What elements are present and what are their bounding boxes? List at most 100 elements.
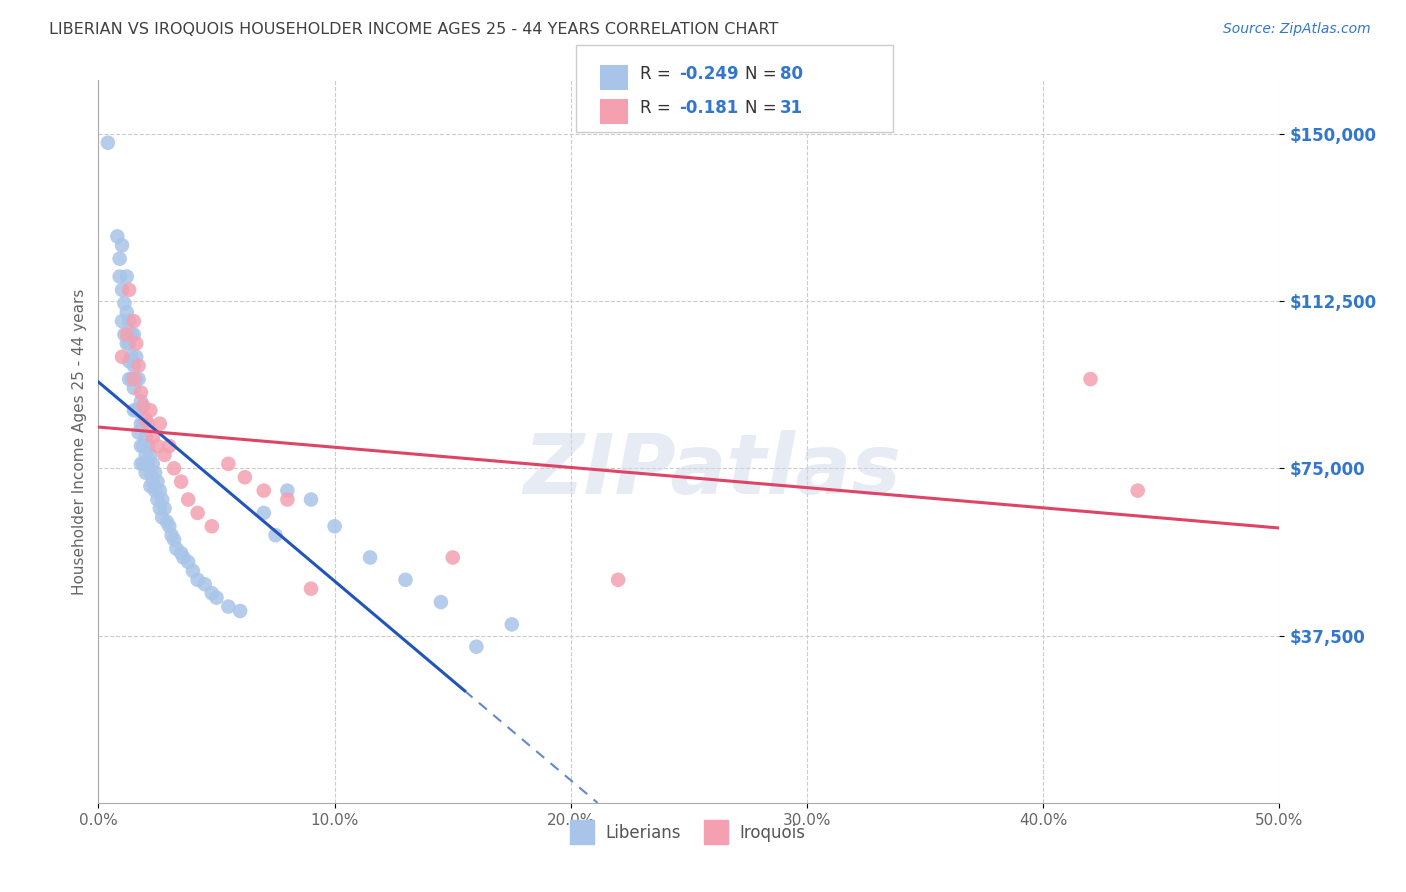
Point — [139, 479, 162, 493]
Point — [118, 372, 141, 386]
Point — [115, 336, 138, 351]
Point — [177, 492, 200, 507]
Point — [299, 582, 322, 596]
Point — [118, 354, 141, 368]
Legend: Liberians, Iroquois: Liberians, Iroquois — [565, 817, 813, 848]
Point — [136, 417, 159, 431]
Text: LIBERIAN VS IROQUOIS HOUSEHOLDER INCOME AGES 25 - 44 YEARS CORRELATION CHART: LIBERIAN VS IROQUOIS HOUSEHOLDER INCOME … — [49, 22, 779, 37]
Point — [129, 417, 152, 431]
Point — [143, 466, 166, 480]
Point — [108, 269, 131, 284]
Point — [187, 506, 209, 520]
Text: N =: N = — [745, 99, 782, 117]
Point — [264, 528, 287, 542]
Point — [132, 399, 155, 413]
Point — [135, 448, 157, 462]
Point — [128, 425, 150, 440]
Point — [111, 238, 134, 252]
Point — [157, 519, 180, 533]
Text: R =: R = — [640, 99, 676, 117]
Point — [129, 457, 152, 471]
Point — [128, 359, 150, 373]
Point — [149, 483, 172, 498]
Point — [187, 573, 209, 587]
Point — [139, 448, 162, 462]
Point — [150, 510, 173, 524]
Point — [112, 296, 135, 310]
Point — [217, 599, 239, 614]
Point — [132, 457, 155, 471]
Point — [153, 501, 176, 516]
Point — [139, 403, 162, 417]
Point — [253, 483, 276, 498]
Point — [142, 475, 165, 489]
Point — [165, 541, 187, 556]
Point — [122, 403, 145, 417]
Point — [170, 546, 193, 560]
Point — [135, 412, 157, 426]
Point — [430, 595, 453, 609]
Point — [125, 350, 148, 364]
Point — [201, 519, 224, 533]
Text: 31: 31 — [780, 99, 803, 117]
Point — [163, 533, 186, 547]
Text: R =: R = — [640, 65, 676, 83]
Point — [111, 350, 134, 364]
Point — [150, 492, 173, 507]
Point — [122, 381, 145, 395]
Point — [157, 439, 180, 453]
Point — [163, 461, 186, 475]
Point — [149, 417, 172, 431]
Point — [129, 394, 152, 409]
Point — [122, 372, 145, 386]
Point — [111, 283, 134, 297]
Point — [146, 475, 169, 489]
Point — [143, 483, 166, 498]
Point — [160, 528, 183, 542]
Point — [105, 229, 128, 244]
Point — [607, 573, 630, 587]
Point — [125, 372, 148, 386]
Text: N =: N = — [745, 65, 782, 83]
Text: -0.249: -0.249 — [679, 65, 738, 83]
Point — [229, 604, 252, 618]
Point — [132, 417, 155, 431]
Point — [128, 372, 150, 386]
Point — [129, 385, 152, 400]
Point — [149, 501, 172, 516]
Point — [125, 403, 148, 417]
Y-axis label: Householder Income Ages 25 - 44 years: Householder Income Ages 25 - 44 years — [72, 288, 87, 595]
Point — [111, 314, 134, 328]
Point — [217, 457, 239, 471]
Point — [142, 457, 165, 471]
Point — [115, 327, 138, 342]
Point — [177, 555, 200, 569]
Point — [135, 430, 157, 444]
Point — [194, 577, 217, 591]
Point — [118, 314, 141, 328]
Point — [1126, 483, 1149, 498]
Point — [118, 336, 141, 351]
Point — [115, 305, 138, 319]
Point — [129, 439, 152, 453]
Point — [97, 136, 120, 150]
Point — [122, 327, 145, 342]
Point — [501, 617, 523, 632]
Point — [122, 314, 145, 328]
Point — [156, 515, 179, 529]
Point — [122, 359, 145, 373]
Point — [121, 350, 143, 364]
Point — [441, 550, 464, 565]
Point — [359, 550, 381, 565]
Text: ZIPatlas: ZIPatlas — [523, 430, 901, 511]
Point — [181, 564, 204, 578]
Point — [108, 252, 131, 266]
Point — [139, 466, 162, 480]
Text: Source: ZipAtlas.com: Source: ZipAtlas.com — [1223, 22, 1371, 37]
Text: 80: 80 — [780, 65, 803, 83]
Point — [121, 372, 143, 386]
Point — [394, 573, 416, 587]
Point — [205, 591, 228, 605]
Point — [128, 403, 150, 417]
Point — [121, 327, 143, 342]
